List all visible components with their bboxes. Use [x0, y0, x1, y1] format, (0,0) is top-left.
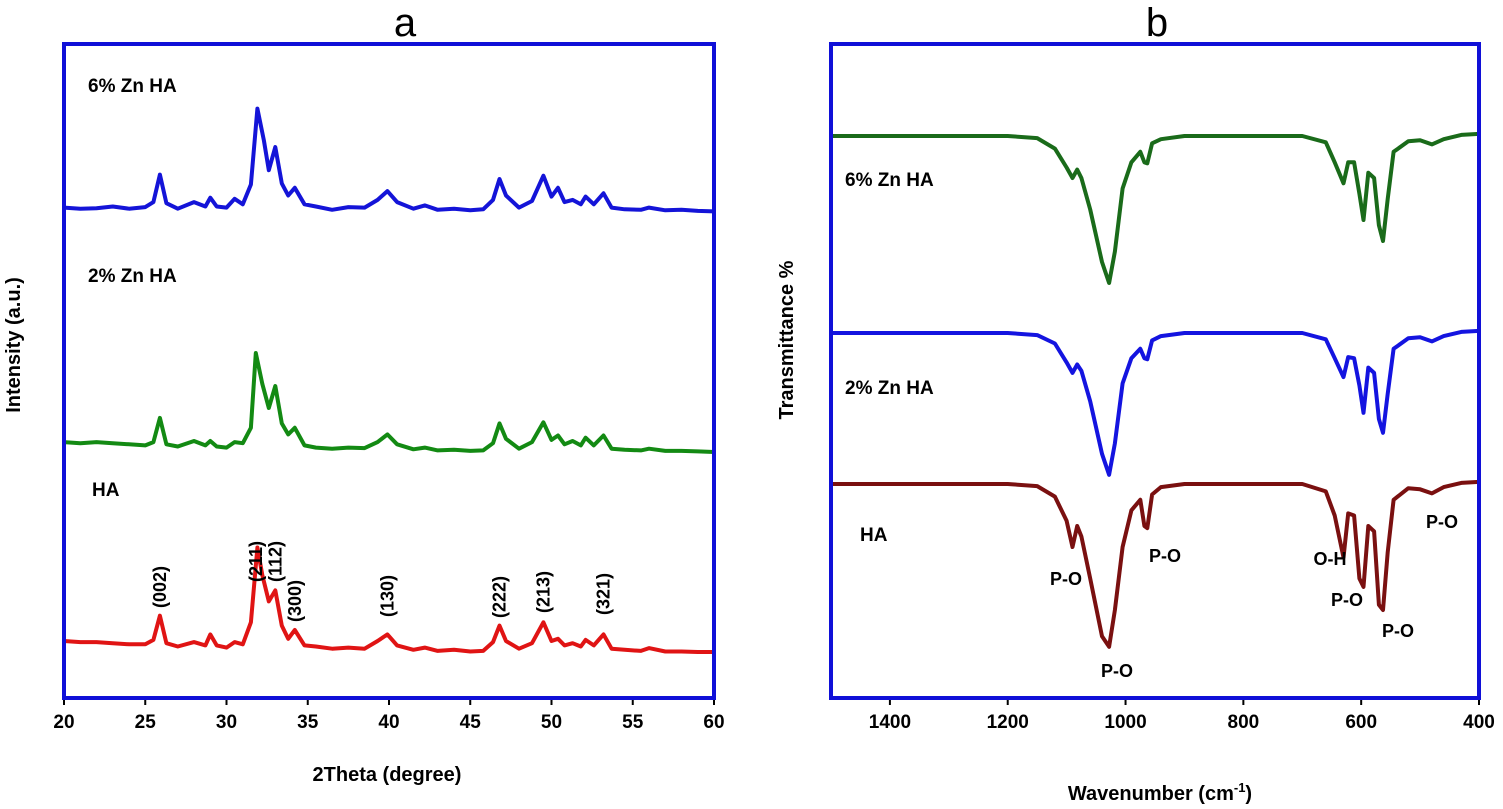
panel-a-letter: a: [394, 1, 417, 45]
panel-b-series: [829, 131, 1481, 649]
panel-a-x-tick-label: 25: [135, 712, 157, 733]
panel-b-series-line-1: [829, 131, 1481, 285]
panel-a-x-tick-label: 35: [297, 712, 319, 733]
panel-b-series-label-2: 2% Zn HA: [845, 378, 934, 399]
panel-b-x-tick-label: 400: [1463, 712, 1495, 733]
panel-b-series-label-3: HA: [860, 525, 888, 546]
panel-b-x-tick-label: 1000: [1104, 712, 1146, 733]
panel-b: b P-O P-O P-O O-H P-O P-O P-O 6% Zn HA 2% Zn HA…: [776, 1, 1495, 805]
panel-b-x-tick-label: 600: [1345, 712, 1377, 733]
panel-b-band-label: P-O: [1101, 661, 1133, 681]
panel-a-series: [62, 106, 716, 654]
panel-b-band-label: P-O: [1149, 546, 1181, 566]
panel-a-series-line-3: [62, 545, 716, 654]
panel-a-x-tick-label: 60: [703, 712, 724, 733]
panel-b-band-label: P-O: [1426, 512, 1458, 532]
panel-b-band-label: P-O: [1050, 569, 1082, 589]
panel-a-y-axis-title: Intensity (a.u.): [3, 277, 25, 413]
panel-a-annotations: (002) (211) (112)(300) (130) (222) (213) (321): [150, 541, 614, 622]
panel-a-peak-label: (222): [490, 576, 510, 618]
panel-a-x-tick-label: 50: [541, 712, 562, 733]
panel-a-peak-label: (213): [533, 571, 553, 613]
panel-a-frame: [62, 42, 716, 700]
panel-a: a (002) (211) (112)(300) (130) (222) (213) (32…: [3, 1, 725, 786]
panel-a-peak-label: (211): [246, 541, 266, 582]
panel-b-annotations: P-O P-O P-O O-H P-O P-O P-O: [1050, 512, 1458, 681]
panel-b-band-label: P-O: [1382, 621, 1414, 641]
panel-a-series-label-2: 2% Zn HA: [88, 266, 177, 287]
panel-a-series-label-3: HA: [92, 480, 120, 501]
panel-b-series-labels: 6% Zn HA 2% Zn HA HA: [845, 170, 934, 546]
panel-b-y-axis-title: Transmittance %: [776, 260, 798, 419]
panel-b-frame: [829, 42, 1481, 700]
panel-b-x-axis-title-superscript: -1: [1234, 780, 1246, 795]
panel-b-x-tick-label: 800: [1228, 712, 1260, 733]
panel-a-peak-label: (321): [594, 573, 614, 615]
panel-b-letter: b: [1146, 1, 1168, 45]
panel-b-series-label-1: 6% Zn HA: [845, 170, 934, 191]
panel-a-x-tick-label: 55: [622, 712, 644, 733]
panel-b-series-line-3: [829, 479, 1481, 649]
panel-a-x-tick-label: 30: [216, 712, 237, 733]
panel-b-x-axis-title-main: Wavenumber (cm: [1068, 783, 1234, 805]
panel-a-x-tick-label: 40: [378, 712, 399, 733]
panel-a-x-ticks: 20 25 30 35 40 45 50 55 60: [53, 698, 725, 733]
panel-b-series-line-2: [829, 328, 1481, 477]
panel-b-x-ticks: 1400 1200 1000 800 600 400: [869, 698, 1495, 733]
panel-a-x-tick-label: 45: [460, 712, 482, 733]
panel-a-series-label-1: 6% Zn HA: [88, 76, 177, 97]
panel-b-x-tick-label: 1200: [987, 712, 1029, 733]
panel-b-band-label: P-O: [1331, 590, 1363, 610]
panel-a-peak-label: (130): [377, 575, 397, 617]
panel-a-x-tick-label: 20: [53, 712, 74, 733]
panel-b-band-label: O-H: [1314, 549, 1347, 569]
panel-b-x-tick-label: 1400: [869, 712, 911, 733]
panel-a-x-axis-title: 2Theta (degree): [313, 764, 462, 786]
panel-a-peak-label: (300): [285, 580, 305, 622]
panel-a-series-line-1: [62, 106, 716, 214]
panel-a-series-labels: 6% Zn HA 2% Zn HA HA: [88, 76, 177, 501]
panel-b-x-axis-title-suffix: ): [1245, 783, 1252, 805]
panel-a-peak-label: (002): [150, 566, 170, 608]
panel-a-peak-label: (112): [265, 541, 285, 582]
panel-b-x-axis-title: Wavenumber (cm-1): [1068, 780, 1252, 805]
panel-a-series-line-2: [62, 351, 716, 454]
